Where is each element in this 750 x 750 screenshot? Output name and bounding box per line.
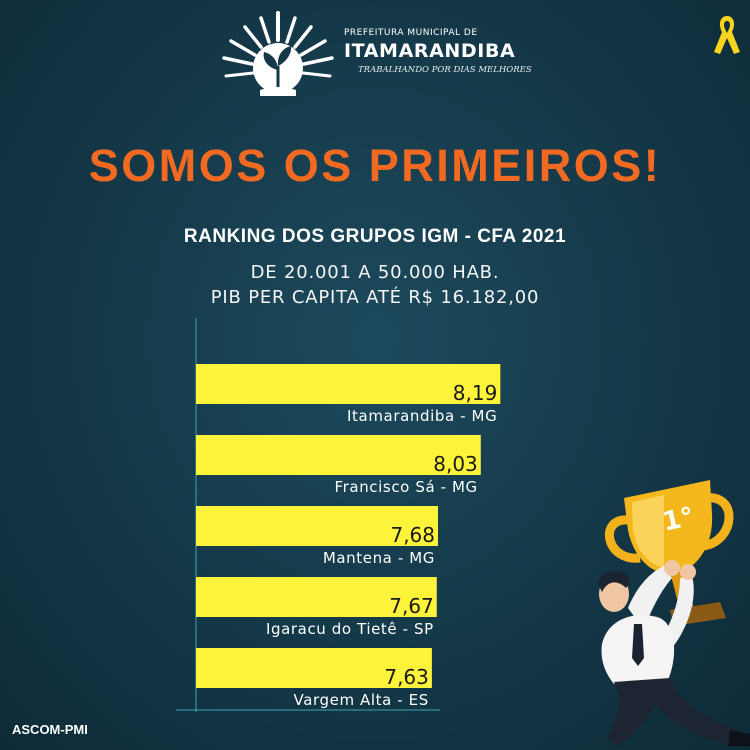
headline: SOMOS OS PRIMEIROS!	[88, 140, 662, 191]
bar-category-label-1: Itamarandiba - MG	[347, 407, 497, 425]
trophy-rank-label: 1°	[660, 502, 697, 538]
brand-name: ITAMARANDIBA	[344, 40, 516, 62]
bar-category-label-5: Vargem Alta - ES	[294, 691, 429, 709]
bar-2	[196, 435, 481, 475]
bar-category-label-3: Mantena - MG	[323, 549, 435, 567]
gdp-range: PIB PER CAPITA ATÉ R$ 16.182,00	[210, 287, 540, 308]
businessman-icon	[598, 560, 750, 746]
sun-logo-icon	[222, 11, 334, 96]
bar-category-label-2: Francisco Sá - MG	[335, 478, 478, 496]
bar-5	[196, 648, 432, 688]
bar-3	[196, 506, 438, 546]
brand-slogan: TRABALHANDO POR DIAS MELHORES	[358, 65, 532, 75]
bar-category-label-4: Igaracu do Tietê - SP	[266, 620, 434, 638]
brand-block: PREFEITURA MUNICIPAL DE ITAMARANDIBA TRA…	[344, 28, 532, 75]
chart-subtitle: RANKING DOS GRUPOS IGM - CFA 2021	[183, 226, 567, 247]
awareness-ribbon-icon	[714, 16, 740, 54]
trophy-winner-illustration: 1°	[598, 480, 750, 746]
brand-top-line: PREFEITURA MUNICIPAL DE	[344, 28, 478, 38]
bar-value-label-1: 8,19	[453, 381, 498, 405]
bar-4	[196, 577, 437, 617]
bar-value-label-2: 8,03	[433, 452, 478, 476]
bar-value-label-5: 7,63	[384, 665, 429, 689]
credit-label: ASCOM-PMI	[12, 722, 88, 737]
bar-1	[196, 364, 501, 404]
bar-value-label-4: 7,67	[389, 594, 434, 618]
trophy-icon	[605, 480, 734, 626]
population-range: DE 20.001 A 50.000 HAB.	[250, 262, 500, 283]
bar-value-label-3: 7,68	[390, 523, 435, 547]
